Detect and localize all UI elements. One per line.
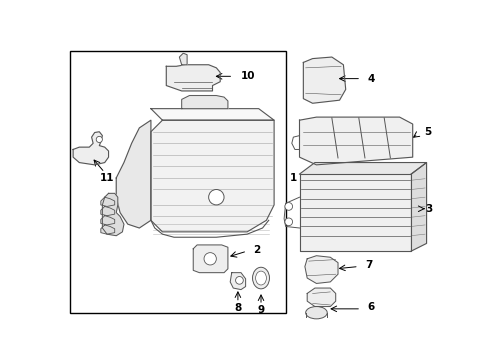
Circle shape (285, 203, 292, 210)
Circle shape (285, 218, 292, 226)
Polygon shape (306, 288, 335, 306)
Text: 9: 9 (257, 305, 264, 315)
Text: 1: 1 (289, 173, 296, 183)
Circle shape (208, 189, 224, 205)
Text: 7: 7 (364, 260, 371, 270)
Polygon shape (151, 120, 274, 232)
Bar (70, 51, 285, 313)
Polygon shape (179, 53, 187, 65)
Polygon shape (166, 65, 220, 91)
Polygon shape (73, 132, 108, 165)
Polygon shape (151, 109, 274, 120)
Text: 11: 11 (100, 173, 114, 183)
Ellipse shape (252, 267, 269, 289)
Polygon shape (182, 95, 227, 109)
Text: 5: 5 (424, 127, 430, 137)
Polygon shape (116, 120, 151, 228)
Polygon shape (101, 206, 115, 216)
Circle shape (96, 136, 102, 143)
Circle shape (235, 276, 243, 284)
Polygon shape (303, 57, 345, 103)
Polygon shape (299, 117, 412, 165)
Circle shape (203, 253, 216, 265)
Text: 6: 6 (366, 302, 374, 312)
Polygon shape (193, 245, 227, 273)
Polygon shape (299, 174, 410, 251)
Text: 3: 3 (425, 204, 432, 214)
Text: 8: 8 (234, 303, 241, 313)
Polygon shape (299, 163, 426, 174)
Ellipse shape (305, 306, 326, 319)
Ellipse shape (255, 271, 266, 285)
Polygon shape (101, 197, 115, 206)
Polygon shape (305, 256, 337, 283)
Polygon shape (101, 216, 115, 225)
Text: 10: 10 (241, 71, 255, 81)
Polygon shape (410, 163, 426, 251)
Polygon shape (230, 273, 245, 289)
Text: 2: 2 (253, 244, 260, 255)
Polygon shape (102, 193, 123, 236)
Polygon shape (101, 225, 115, 234)
Text: 4: 4 (366, 73, 374, 84)
